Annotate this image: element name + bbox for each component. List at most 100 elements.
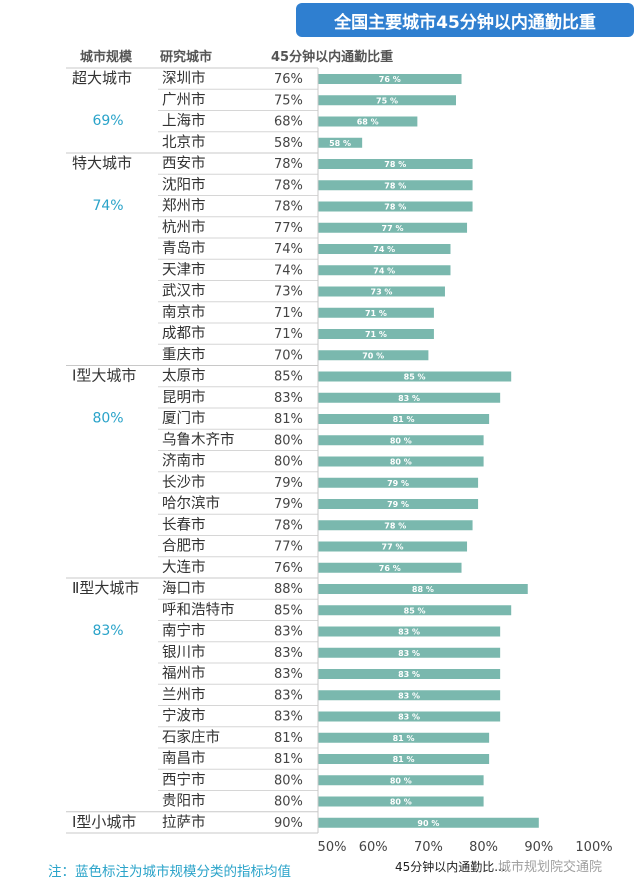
value-label: 78% — [274, 200, 303, 215]
value-label: 78% — [274, 178, 303, 193]
city-label: 重庆市 — [162, 346, 206, 363]
value-label: 71% — [274, 327, 303, 342]
bar — [318, 562, 462, 573]
bar-data-label: 77 % — [382, 224, 404, 233]
bar — [318, 584, 528, 594]
bar — [318, 541, 468, 552]
city-label: 合肥市 — [162, 538, 206, 555]
bar — [318, 265, 451, 276]
bar — [318, 201, 473, 212]
bar — [318, 435, 484, 446]
bar-data-label: 78 % — [384, 160, 406, 169]
bar — [318, 74, 462, 84]
value-label: 81% — [274, 412, 303, 427]
bar — [318, 647, 501, 658]
city-label: 广州市 — [162, 91, 206, 108]
city-label: 长沙市 — [162, 474, 206, 491]
city-label: 南昌市 — [162, 750, 206, 767]
bar-data-label: 71 % — [365, 309, 387, 318]
watermark: 城市规划院交通院 — [498, 860, 603, 875]
bar-data-label: 77 % — [382, 543, 404, 552]
x-tick-label: 100% — [575, 840, 612, 855]
value-label: 83% — [274, 391, 303, 406]
value-label: 71% — [274, 306, 303, 321]
group-label: 特大城市 — [72, 154, 132, 172]
bar-data-label: 78 % — [384, 181, 406, 190]
city-label: 成都市 — [162, 325, 206, 342]
bar-data-label: 83 % — [398, 649, 420, 658]
group-average: 80% — [92, 411, 123, 427]
value-label: 74% — [274, 263, 303, 278]
value-label: 83% — [274, 710, 303, 725]
city-label: 乌鲁木齐市 — [162, 431, 235, 448]
bar-data-label: 73 % — [371, 288, 393, 297]
city-label: 西宁市 — [162, 771, 206, 788]
bar — [318, 137, 363, 148]
footnote: 注：蓝色标注为城市规模分类的指标均值 — [48, 864, 291, 880]
bar — [318, 307, 434, 318]
bar — [318, 499, 479, 509]
bar-data-label: 80 % — [390, 436, 412, 445]
city-label: 西安市 — [162, 155, 206, 172]
city-label: 银川市 — [162, 644, 206, 661]
bar — [318, 732, 490, 743]
bar-data-label: 83 % — [398, 628, 420, 637]
value-label: 75% — [274, 93, 303, 108]
value-label: 83% — [274, 646, 303, 661]
group-label: Ⅰ型小城市 — [72, 813, 136, 831]
bar — [318, 520, 473, 531]
value-label: 70% — [274, 348, 303, 363]
bar-data-label: 74 % — [373, 245, 395, 254]
value-label: 83% — [274, 625, 303, 640]
value-label: 58% — [274, 136, 303, 151]
city-label: 武汉市 — [162, 283, 206, 300]
city-label: 太原市 — [162, 368, 206, 385]
bar-data-label: 81 % — [393, 755, 415, 764]
bar — [318, 222, 468, 233]
bar-data-label: 81 % — [393, 415, 415, 424]
bar — [318, 116, 418, 127]
value-label: 83% — [274, 667, 303, 682]
bar — [318, 414, 490, 424]
bar-data-label: 76 % — [379, 75, 401, 84]
x-tick-label: 50% — [318, 840, 347, 855]
bar — [318, 392, 501, 403]
value-label: 80% — [274, 773, 303, 788]
bar-data-label: 80 % — [390, 776, 412, 785]
city-label: 郑州市 — [162, 198, 206, 215]
x-tick-label: 70% — [414, 840, 443, 855]
header-city: 研究城市 — [160, 50, 213, 65]
bar-data-label: 80 % — [390, 458, 412, 467]
value-label: 68% — [274, 115, 303, 130]
city-label: 沈阳市 — [162, 176, 206, 193]
group-average: 74% — [92, 198, 123, 214]
city-label: 青岛市 — [162, 240, 206, 257]
bar-data-label: 79 % — [387, 479, 409, 488]
group-label: Ⅰ型大城市 — [72, 367, 136, 385]
group-average: 83% — [92, 623, 123, 639]
bar-data-label: 58 % — [329, 139, 351, 148]
value-label: 74% — [274, 242, 303, 257]
city-label: 济南市 — [162, 453, 206, 470]
city-label: 宁波市 — [162, 708, 206, 725]
value-label: 79% — [274, 497, 303, 512]
bar — [318, 456, 484, 467]
city-label: 海口市 — [162, 580, 206, 597]
bar-data-label: 68 % — [357, 118, 379, 127]
bar — [318, 180, 473, 191]
city-label: 福州市 — [162, 665, 206, 682]
bar — [318, 796, 484, 807]
city-label: 杭州市 — [162, 219, 206, 236]
bar-data-label: 83 % — [398, 691, 420, 700]
value-label: 78% — [274, 518, 303, 533]
bar-data-label: 85 % — [404, 373, 426, 382]
bar — [318, 669, 501, 679]
city-label: 上海市 — [162, 113, 206, 130]
value-label: 90% — [274, 816, 303, 831]
chart-title: 全国主要城市45分钟以内通勤比重 — [296, 3, 634, 37]
city-label: 大连市 — [162, 559, 206, 576]
bar — [318, 477, 479, 488]
value-label: 73% — [274, 285, 303, 300]
city-label: 深圳市 — [162, 70, 206, 87]
